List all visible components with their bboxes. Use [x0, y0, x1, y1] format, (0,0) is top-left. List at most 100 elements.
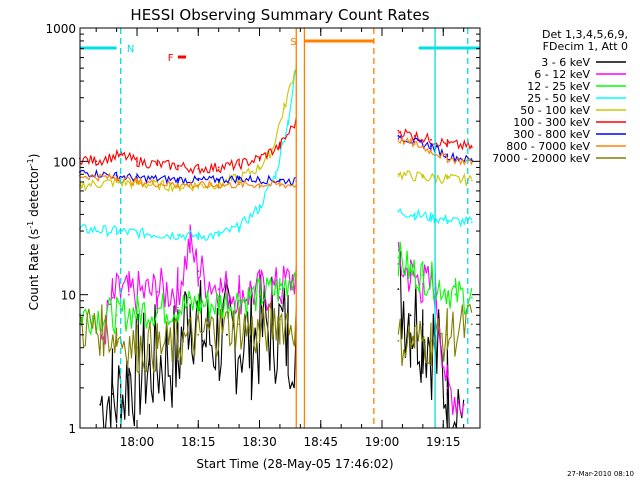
marker-label-S: S: [290, 37, 296, 48]
data-point-5-12: [397, 129, 400, 132]
series-line-5-segment-1: [397, 128, 473, 151]
legend-label-7: 800 - 7000 keV: [506, 140, 590, 153]
data-point-2-10: [397, 256, 400, 259]
data-point-8-15: [446, 333, 449, 336]
series-line-5-segment-0: [79, 116, 297, 175]
data-point-1-9: [238, 290, 241, 293]
data-point-0-9: [250, 340, 253, 342]
data-point-7-14: [470, 161, 473, 164]
data-point-5-5: [176, 165, 179, 168]
marker-label-N: N: [127, 44, 134, 55]
data-point-3-13: [430, 216, 432, 219]
x-tick-label-3: 18:45: [303, 435, 338, 449]
data-point-6-4: [197, 179, 200, 182]
data-point-5-9: [258, 157, 261, 160]
data-point-7-7: [258, 183, 261, 186]
axes: 18:00 18:15 18:30 18:45 19:00 19:15 1 10 100 1000: [45, 22, 481, 449]
legend-label-8: 7000 - 20000 keV: [492, 152, 590, 165]
data-point-5-13: [413, 135, 416, 137]
data-point-0-13: [397, 288, 400, 291]
data-point-7-4: [197, 184, 200, 187]
legend-label-3: 25 - 50 keV: [527, 92, 590, 105]
data-point-2-14: [454, 293, 457, 296]
data-point-1-5: [176, 288, 179, 291]
data-point-2-6: [238, 299, 241, 302]
data-point-8-6: [197, 333, 200, 336]
x-tick-label-0: 18:00: [120, 435, 155, 449]
data-point-8-10: [279, 318, 281, 321]
data-point-5-6: [197, 167, 200, 170]
generation-timestamp: 27-Mar-2010 08:10: [567, 470, 634, 478]
data-point-3-6: [238, 226, 241, 229]
data-point-3-2: [136, 232, 138, 234]
series-line-8-segment-1: [397, 303, 473, 367]
legend-label-1: 6 - 12 keV: [534, 68, 590, 81]
data-point-8-14: [430, 340, 432, 342]
data-point-3-5: [217, 234, 220, 236]
data-point-7-1: [115, 177, 118, 179]
data-point-3-15: [470, 221, 473, 224]
data-point-7-13: [446, 157, 449, 160]
data-point-2-5: [217, 303, 220, 305]
data-point-5-1: [95, 160, 98, 163]
data-point-3-9: [287, 120, 289, 123]
data-point-8-5: [176, 342, 179, 345]
data-point-0-8: [225, 333, 228, 336]
data-point-8-3: [136, 346, 138, 349]
plot-area: N F S: [78, 28, 480, 429]
data-point-7-3: [176, 183, 179, 186]
y-tick-label-2: 100: [53, 155, 76, 169]
series-line-7-segment-0: [79, 172, 297, 190]
series-line-8-segment-0: [79, 300, 297, 375]
data-point-3-7: [258, 206, 261, 209]
data-point-6-12: [430, 145, 432, 148]
data-point-8-9: [258, 333, 261, 336]
data-point-6-1: [115, 174, 118, 177]
data-point-5-8: [238, 163, 241, 166]
series-line-2-segment-0: [79, 272, 297, 336]
data-point-8-7: [217, 328, 220, 331]
data-point-5-3: [136, 160, 138, 163]
data-point-5-10: [279, 145, 281, 148]
y-tick-label-3: 1000: [45, 22, 76, 36]
data-point-1-15: [421, 283, 424, 286]
data-point-8-2: [115, 333, 118, 336]
data-point-1-17: [446, 386, 449, 389]
data-point-6-5: [217, 178, 220, 181]
data-point-8-13: [413, 340, 416, 342]
data-point-3-14: [446, 219, 449, 222]
y-axis-label: Count Rate (s-1 detector-1): [26, 154, 41, 311]
data-point-2-13: [438, 283, 441, 286]
y-tick-label-0: 1: [68, 422, 76, 436]
data-point-6-3: [176, 178, 179, 181]
chart-title: HESSI Observing Summary Count Rates: [130, 6, 429, 24]
data-point-4-14: [470, 179, 473, 182]
data-point-8-12: [397, 340, 400, 342]
data-point-6-10: [397, 135, 400, 137]
data-point-7-11: [413, 143, 416, 145]
data-point-6-7: [258, 178, 261, 181]
x-tick-label-1: 18:15: [181, 435, 216, 449]
data-point-1-4: [156, 290, 159, 293]
data-point-0-4: [148, 363, 151, 366]
series-line-1-segment-0: [99, 224, 297, 345]
series-line-3-segment-1: [397, 208, 473, 228]
x-tick-label-4: 19:00: [365, 435, 400, 449]
data-point-1-7: [197, 270, 200, 273]
data-point-0-7: [201, 340, 204, 342]
legend-label-2: 12 - 25 keV: [527, 80, 590, 93]
data-point-3-12: [413, 213, 416, 216]
data-point-2-2: [136, 310, 138, 313]
data-point-5-16: [470, 146, 473, 148]
data-point-7-2: [136, 181, 138, 183]
data-point-3-8: [274, 173, 277, 176]
data-point-3-11: [397, 210, 400, 213]
data-point-2-12: [421, 274, 424, 277]
legend: Det 1,3,4,5,6,9,FDecim 1, Att 0 3 - 6 keV…: [492, 28, 628, 165]
x-tick-label-2: 18:30: [242, 435, 277, 449]
data-point-5-15: [446, 143, 449, 145]
data-point-0-17: [446, 393, 449, 395]
data-point-0-3: [127, 374, 130, 376]
data-point-2-8: [279, 288, 281, 291]
